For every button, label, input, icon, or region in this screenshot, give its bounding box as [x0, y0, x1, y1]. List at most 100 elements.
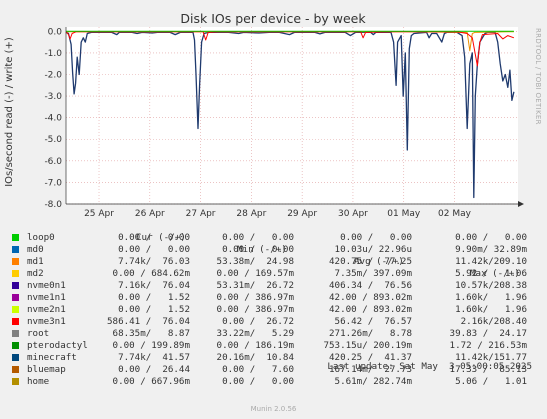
legend-min: 0.00 / 26.72 [222, 316, 294, 327]
legend-max: 1.72 / 216.53m [449, 340, 527, 351]
legend-header-max: Max (-/+) [470, 268, 520, 279]
legend-avg: 167.14m/ 27.73 [329, 364, 412, 375]
legend: Cur (-/+) Min (-/+) Avg (-/+) Max (-/+) … [12, 220, 542, 388]
legend-min: 0.00 / 386.97m [216, 292, 294, 303]
x-tick-label: 28 Apr [236, 209, 266, 219]
x-tick-label: 27 Apr [186, 209, 216, 219]
legend-min: 0.00 / 7.60 [222, 364, 294, 375]
legend-swatch [12, 246, 19, 253]
legend-min: 53.31m/ 26.72 [216, 280, 294, 291]
legend-cur: 68.35m/ 8.87 [112, 328, 190, 339]
legend-cur: 7.16k/ 76.04 [118, 280, 190, 291]
legend-header-min: Min (-/+) [237, 244, 287, 255]
legend-avg: 0.00 / 0.00 [340, 232, 412, 243]
legend-max: 0.00 / 0.00 [455, 232, 527, 243]
legend-header-avg: Avg (-/+) [354, 256, 404, 267]
legend-avg: 42.00 / 893.02m [329, 292, 412, 303]
legend-cur: 586.41 / 76.04 [107, 316, 190, 327]
legend-max: 5.06 / 1.01 [455, 376, 527, 387]
legend-name: loop0 [27, 232, 55, 243]
legend-max: 2.16k/208.40 [460, 316, 527, 327]
legend-name: nvme0n1 [27, 280, 66, 291]
legend-min: 0.00 / 0.00 [222, 244, 294, 255]
legend-swatch [12, 366, 19, 373]
x-tick-label: 25 Apr [84, 209, 114, 219]
legend-swatch [12, 342, 19, 349]
legend-swatch [12, 330, 19, 337]
legend-avg: 7.35m/ 397.09m [334, 268, 412, 279]
legend-row-nvme2n1: nvme2n1 0.00 / 1.52 0.00 / 386.97m 42.00 / … [12, 304, 542, 316]
legend-row-home: home 0.00 / 667.96m 0.00 / 0.00 5.61m/ 282.… [12, 376, 542, 388]
legend-cur: 7.74k/ 41.57 [118, 352, 190, 363]
y-axis-label: IOs/second read (-) / write (+) [4, 37, 15, 187]
legend-min: 20.16m/ 10.84 [216, 352, 294, 363]
legend-avg: 56.42 / 76.57 [334, 316, 412, 327]
legend-max: 10.57k/208.38 [455, 280, 527, 291]
legend-max: 11.42k/209.10 [455, 256, 527, 267]
x-tick-label: 26 Apr [135, 209, 165, 219]
legend-name: home [27, 376, 50, 387]
series-line-minecraft [65, 31, 515, 199]
legend-swatch [12, 378, 19, 385]
legend-min: 0.00 / 0.00 [222, 232, 294, 243]
legend-min: 0.00 / 0.00 [222, 376, 294, 387]
legend-header-cur: Cur (-/+) [136, 232, 186, 243]
legend-cur: 0.00 / 684.62m [112, 268, 190, 279]
legend-swatch [12, 258, 19, 265]
legend-name: nvme3n1 [27, 316, 66, 327]
legend-swatch [12, 234, 19, 241]
legend-row-nvme3n1: nvme3n1 586.41 / 76.04 0.00 / 26.72 56.42 /… [12, 316, 542, 328]
legend-avg: 753.15u/ 200.19m [323, 340, 412, 351]
y-tick-label: -6.0 [44, 157, 62, 167]
legend-cur: 7.74k/ 76.03 [118, 256, 190, 267]
legend-cur: 0.00 / 1.52 [118, 292, 190, 303]
legend-min: 0.00 / 169.57m [216, 268, 294, 279]
legend-swatch [12, 294, 19, 301]
legend-row-nvme1n1: nvme1n1 0.00 / 1.52 0.00 / 386.97m 42.00 / … [12, 292, 542, 304]
legend-min: 0.00 / 386.97m [216, 304, 294, 315]
legend-name: md2 [27, 268, 44, 279]
legend-name: nvme1n1 [27, 292, 66, 303]
legend-avg: 420.75 / 77.25 [329, 256, 412, 267]
y-tick-label: -8.0 [44, 200, 62, 210]
legend-max: 1.60k/ 1.96 [455, 304, 527, 315]
legend-swatch [12, 318, 19, 325]
x-tick-label: 30 Apr [338, 209, 368, 219]
y-tick-label: -5.0 [44, 135, 62, 145]
legend-cur: 0.00 / 199.89m [112, 340, 190, 351]
x-axis-arrow [518, 201, 524, 207]
legend-swatch [12, 354, 19, 361]
legend-row-loop0: loop0 0.00 / 0.00 0.00 / 0.00 0.00 / 0.00 0.… [12, 232, 542, 244]
series-lines [65, 30, 515, 199]
legend-cur: 0.00 / 0.00 [118, 232, 190, 243]
x-tick-labels: 25 Apr 26 Apr 27 Apr 28 Apr 29 Apr 30 Apr 01 M… [84, 209, 472, 219]
legend-cur: 0.00 / 26.44 [118, 364, 190, 375]
legend-row-md1: md1 7.74k/ 76.03 53.38m/ 24.98 420.75 / 77.… [12, 256, 542, 268]
legend-name: root [27, 328, 50, 339]
legend-max: 1.60k/ 1.96 [455, 292, 527, 303]
footer-version: Munin 2.0.56 [250, 405, 297, 413]
legend-avg: 420.25 / 41.37 [329, 352, 412, 363]
legend-avg: 42.00 / 893.02m [329, 304, 412, 315]
x-tick-label: 02 May [438, 209, 472, 219]
legend-cur: 0.00 / 667.96m [112, 376, 190, 387]
legend-max: 11.42k/151.77 [455, 352, 527, 363]
y-tick-label: -2.0 [44, 70, 62, 80]
legend-swatch [12, 270, 19, 277]
chart-title: Disk IOs per device - by week [180, 11, 366, 26]
y-tick-label: -3.0 [44, 92, 62, 102]
legend-name: bluemap [27, 364, 66, 375]
legend-name: pterodactyl [27, 340, 88, 351]
plot-area [66, 27, 518, 204]
y-tick-label: -4.0 [44, 114, 62, 124]
legend-max: 9.90m/ 32.89m [455, 244, 527, 255]
legend-row-bluemap: bluemap 0.00 / 26.44 0.00 / 7.60 167.14m/ 2… [12, 364, 542, 376]
legend-cur: 0.00 / 1.52 [118, 304, 190, 315]
x-tick-label: 29 Apr [287, 209, 317, 219]
x-tick-label: 01 May [387, 209, 421, 219]
legend-avg: 271.26m/ 8.78 [329, 328, 412, 339]
legend-row-nvme0n1: nvme0n1 7.16k/ 76.04 53.31m/ 26.72 406.34 /… [12, 280, 542, 292]
legend-row-minecraft: minecraft 7.74k/ 41.57 20.16m/ 10.84 420.25… [12, 352, 542, 364]
legend-row-md0: md0 0.00 / 0.00 0.00 / 0.00 10.03u/ 22.96u 9… [12, 244, 542, 256]
last-update: Last update: Sat May 3 05:00:05 2025 [327, 361, 532, 372]
